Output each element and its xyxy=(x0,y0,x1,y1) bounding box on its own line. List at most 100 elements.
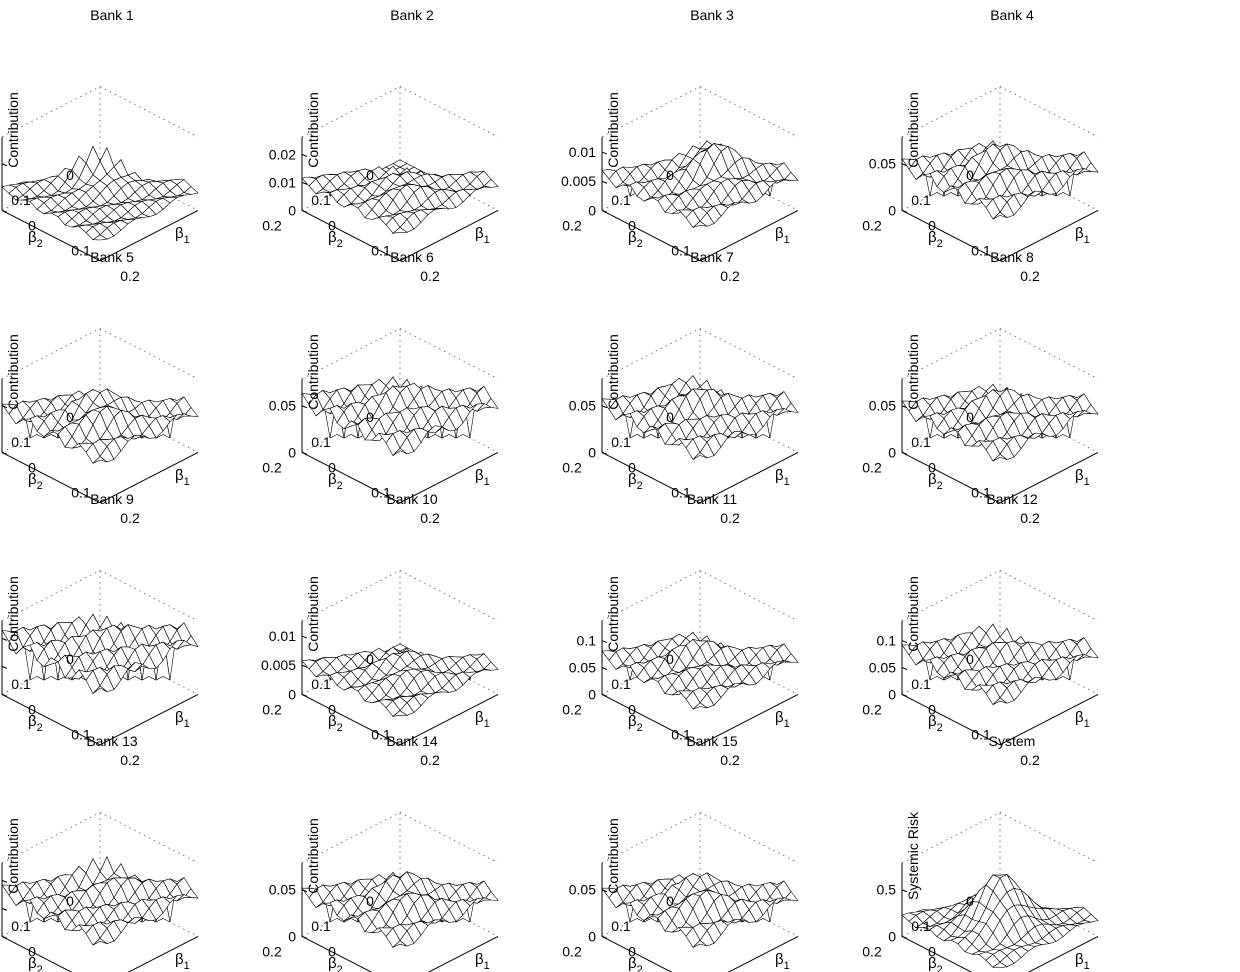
beta2-axis-label: β2 xyxy=(928,229,943,250)
y-tick-label: 0.2 xyxy=(562,943,582,959)
z-axis-label: Contribution xyxy=(905,92,921,168)
x-tick-label: 0.1 xyxy=(971,243,991,259)
beta1-axis-label: β1 xyxy=(475,467,490,488)
y-tick-label: 0.1 xyxy=(11,918,31,934)
beta1-axis-label: β1 xyxy=(175,951,190,972)
surface-cell xyxy=(692,220,708,228)
z-axis-label: Contribution xyxy=(305,818,321,894)
subplot-13: Bank 1300.010.02Contribution00.10.200.10… xyxy=(1,733,199,972)
y-tick-label: 0.2 xyxy=(862,459,882,475)
surface-cell xyxy=(392,447,408,456)
x-tick-label: 0.1 xyxy=(671,969,691,972)
subplot-title: Bank 4 xyxy=(990,7,1034,23)
z-axis-label: Contribution xyxy=(5,334,21,410)
subplot-title: Bank 14 xyxy=(386,733,438,749)
z-tick-label: 0 xyxy=(888,686,896,702)
y-tick-label: 0.1 xyxy=(311,918,331,934)
beta2-axis-label: β2 xyxy=(928,713,943,734)
y-tick-label: 0 xyxy=(666,409,674,425)
y-tick-label: 0.2 xyxy=(562,459,582,475)
beta2-axis-label: β2 xyxy=(628,229,643,250)
beta1-axis-label: β1 xyxy=(775,467,790,488)
z-tick-label: 0.1 xyxy=(877,633,897,649)
z-tick-label: 0.05 xyxy=(869,156,896,172)
y-tick-label: 0.1 xyxy=(311,434,331,450)
y-tick-label: 0.2 xyxy=(262,217,282,233)
y-tick-label: 0 xyxy=(666,651,674,667)
y-tick-label: 0 xyxy=(666,893,674,909)
y-tick-label: 0.1 xyxy=(611,192,631,208)
z-axis-label: Systemic Risk xyxy=(905,811,921,900)
z-axis-label: Contribution xyxy=(305,334,321,410)
y-tick-label: 0.2 xyxy=(262,701,282,717)
beta2-axis-label: β2 xyxy=(628,955,643,972)
x-tick-label: 0.1 xyxy=(71,485,91,501)
subplot-title: Bank 6 xyxy=(390,249,434,265)
y-tick-label: 0 xyxy=(66,893,74,909)
z-axis-label: Contribution xyxy=(5,818,21,894)
beta1-axis-label: β1 xyxy=(475,951,490,972)
subplot-title: Bank 3 xyxy=(690,7,734,23)
x-tick-label: 0.2 xyxy=(720,268,740,284)
y-tick-label: 0.1 xyxy=(611,434,631,450)
x-tick-label: 0.2 xyxy=(420,510,440,526)
z-tick-label: 0 xyxy=(588,686,596,702)
z-tick-label: 0 xyxy=(288,686,296,702)
x-tick-label: 0.1 xyxy=(71,969,91,972)
z-tick-label: 0.01 xyxy=(269,628,296,644)
x-tick-label: 0.2 xyxy=(1020,268,1040,284)
subplot-title: Bank 1 xyxy=(90,7,134,23)
beta1-axis-label: β1 xyxy=(1075,225,1090,246)
y-tick-label: 0.2 xyxy=(862,217,882,233)
subplot-14: Bank 1400.05Contribution00.10.200.10.2β2… xyxy=(262,733,499,972)
y-tick-label: 0.1 xyxy=(911,676,931,692)
y-tick-label: 0 xyxy=(366,409,374,425)
subplot-title: Bank 15 xyxy=(686,733,738,749)
subplot-6: Bank 6 0 0.05 Contribution 0 0.1 0.2 0 0.1 0.2 β2 β… xyxy=(262,249,499,526)
subplot-title: Bank 8 xyxy=(990,249,1034,265)
z-tick-label: 0 xyxy=(588,444,596,460)
x-tick-label: 0.2 xyxy=(1020,752,1040,768)
z-tick-label: 0 xyxy=(288,928,296,944)
x-tick-label: 0.2 xyxy=(420,752,440,768)
beta2-axis-label: β2 xyxy=(628,713,643,734)
z-tick-label: 0.05 xyxy=(869,398,896,414)
z-tick-label: 0 xyxy=(888,202,896,218)
z-axis-label: Contribution xyxy=(905,334,921,410)
beta1-axis-label: β1 xyxy=(1075,709,1090,730)
surface-cell xyxy=(992,211,1008,220)
subplot-4: Bank 4 0 0.05 Contribution 0 0.1 0.2 0 0.1 0.2 β2 β… xyxy=(862,7,1099,284)
z-axis-label: Contribution xyxy=(305,92,321,168)
x-tick-label: 0.1 xyxy=(371,969,391,972)
y-tick-label: 0.2 xyxy=(862,943,882,959)
z-tick-label: 0.05 xyxy=(569,882,596,898)
z-tick-label: 0 xyxy=(588,202,596,218)
subplot-title: Bank 7 xyxy=(690,249,734,265)
x-tick-label: 0.2 xyxy=(120,752,140,768)
y-tick-label: 0 xyxy=(66,651,74,667)
z-axis-label: Contribution xyxy=(605,576,621,652)
y-tick-label: 0.1 xyxy=(611,676,631,692)
y-tick-label: 0.1 xyxy=(11,434,31,450)
y-tick-label: 0.2 xyxy=(562,217,582,233)
beta1-axis-label: β1 xyxy=(775,951,790,972)
surface-cell xyxy=(92,234,108,241)
y-tick-label: 0 xyxy=(666,167,674,183)
subplot-title: Bank 12 xyxy=(986,491,1038,507)
z-tick-label: 0 xyxy=(888,444,896,460)
subplot-5: Bank 500.05Contribution00.10.200.10.2β2β… xyxy=(1,249,199,526)
subplot-title: Bank 5 xyxy=(90,249,134,265)
y-tick-label: 0.1 xyxy=(311,676,331,692)
z-tick-label: 0.1 xyxy=(577,633,597,649)
beta2-axis-label: β2 xyxy=(28,471,43,492)
z-tick-label: 0.005 xyxy=(561,173,596,189)
x-tick-label: 0 xyxy=(328,217,336,233)
z-tick-label: 0.01 xyxy=(569,144,596,160)
x-tick-label: 0.2 xyxy=(720,752,740,768)
y-tick-label: 0 xyxy=(966,167,974,183)
beta1-axis-label: β1 xyxy=(775,709,790,730)
subplot-9: Bank 900.010.02Contribution00.10.200.10.… xyxy=(1,491,199,768)
